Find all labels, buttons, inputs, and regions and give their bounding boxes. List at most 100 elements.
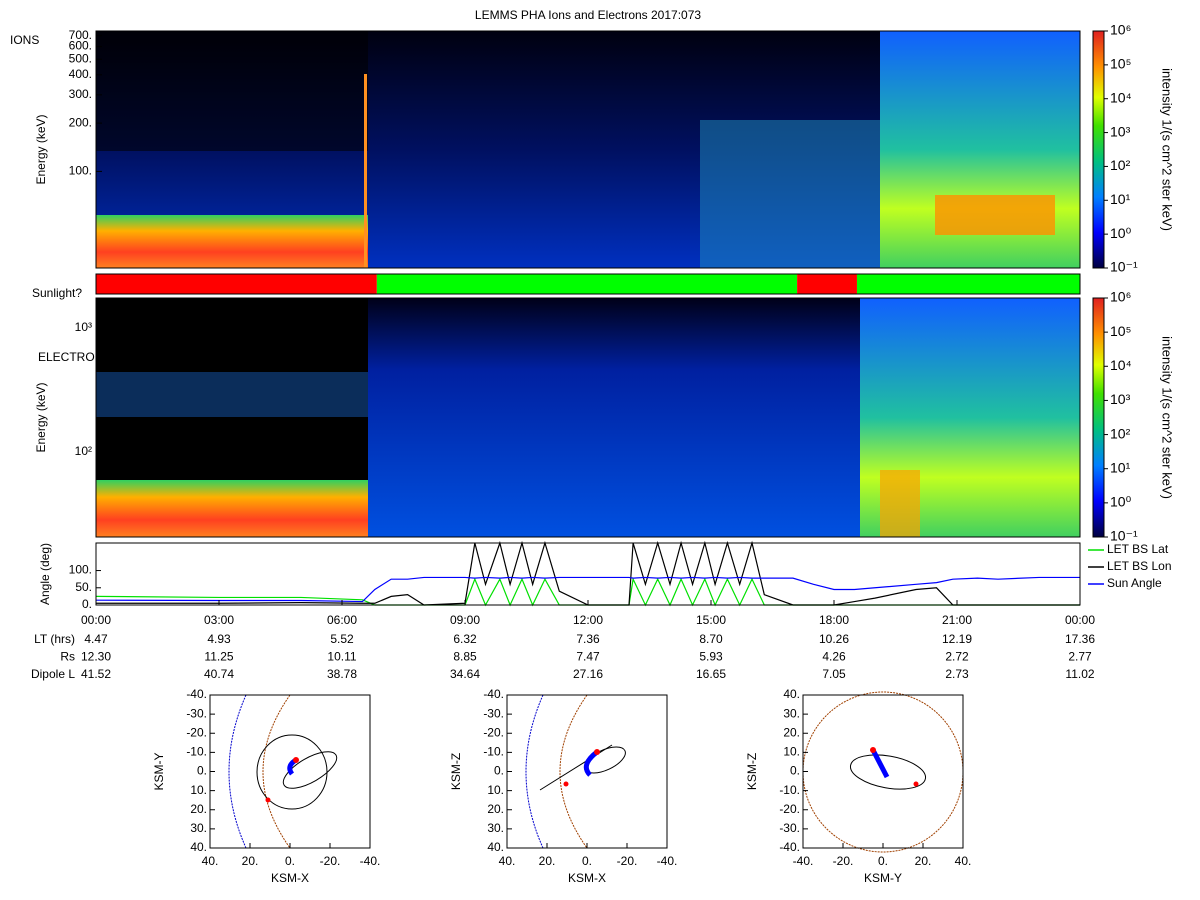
ephemeris-value: 4.26	[822, 650, 846, 664]
ephemeris-value: 7.47	[576, 650, 600, 664]
x-tick-label: -40.	[793, 854, 814, 868]
colorbar-tick-label: 10¹	[1110, 459, 1131, 475]
ephemeris-value: 4.93	[207, 632, 231, 646]
y-tick-label: 20.	[783, 725, 800, 739]
ephemeris-value: 8.85	[453, 650, 477, 664]
y-tick-label: 20.	[190, 802, 207, 816]
legend-label: LET BS Lat	[1107, 542, 1169, 556]
y-tick-label: 600.	[69, 39, 92, 53]
colorbar	[1092, 30, 1105, 269]
y-tick-label: -20.	[483, 725, 504, 739]
y-tick-label: 40.	[487, 840, 504, 854]
colorbar-tick-label: 10⁶	[1110, 289, 1131, 305]
sunlight-segment	[797, 274, 857, 294]
y-axis-label: KSM-Z	[745, 753, 759, 790]
x-tick-label: -20.	[320, 854, 341, 868]
y-tick-label: 500.	[69, 51, 92, 65]
y-tick-label: -40.	[779, 840, 800, 854]
colorbar-tick-label: 10⁻¹	[1110, 528, 1138, 544]
colorbar-tick-label: 10⁵	[1110, 323, 1131, 339]
x-tick-label: 0.	[878, 854, 888, 868]
y-tick-label: 0.	[197, 764, 207, 778]
ephemeris-value: 11.02	[1065, 667, 1094, 681]
y-tick-label: 20.	[487, 802, 504, 816]
ephemeris-value: 27.16	[573, 667, 603, 681]
colorbar-tick-label: 10³	[1110, 123, 1131, 139]
y-tick-label: 200.	[69, 115, 92, 129]
x-tick-label: 03:00	[204, 613, 234, 627]
ephemeris-value: 7.36	[576, 632, 600, 646]
x-tick-label: 40.	[955, 854, 972, 868]
y-tick-label: -30.	[186, 706, 207, 720]
panel-label: ELECTRONS	[38, 350, 111, 364]
ephemeris-label: LT (hrs)	[34, 632, 75, 646]
y-tick-label: -20.	[779, 802, 800, 816]
y-tick-label: -10.	[483, 745, 504, 759]
y-tick-label: 100.	[69, 164, 92, 178]
ephemeris-value: 34.64	[450, 667, 480, 681]
y-tick-label: 30.	[487, 821, 504, 835]
panel-frame	[95, 273, 1081, 295]
colorbar-tick-label: 10⁴	[1110, 89, 1132, 105]
y-tick-label: 30.	[783, 706, 800, 720]
colorbar-tick-label: 10⁶	[1110, 22, 1131, 38]
x-tick-label: 20.	[242, 854, 259, 868]
sunlight-segment	[856, 274, 1080, 294]
colorbar-tick-label: 10⁴	[1110, 357, 1132, 373]
x-tick-label: -20.	[833, 854, 854, 868]
x-tick-label: 09:00	[450, 613, 480, 627]
ephemeris-value: 2.72	[945, 650, 969, 664]
colorbar-tick-label: 10²	[1110, 157, 1131, 173]
x-tick-label: 15:00	[696, 613, 726, 627]
y-axis-label: KSM-Y	[152, 752, 166, 790]
colorbar-label: intensity 1/(s cm^2 ster keV)	[1160, 68, 1175, 231]
y-tick-label: 50.	[75, 580, 92, 594]
ephemeris-value: 7.05	[822, 667, 846, 681]
y-tick-label: -20.	[186, 725, 207, 739]
timeline-label: Sunlight?	[32, 286, 82, 300]
orbit-shapes	[228, 691, 964, 853]
colorbar-tick-label: 10¹	[1110, 191, 1131, 207]
colorbar-tick-label: 10⁻¹	[1110, 259, 1138, 275]
y-tick-label: -30.	[779, 821, 800, 835]
ephemeris-value: 12.19	[942, 632, 972, 646]
x-tick-label: 20.	[915, 854, 932, 868]
x-tick-label: 18:00	[819, 613, 849, 627]
colorbar-tick-label: 10⁰	[1110, 225, 1132, 241]
y-tick-label: 40.	[783, 687, 800, 701]
ephemeris-value: 41.52	[81, 667, 111, 681]
y-tick-label: -10.	[186, 745, 207, 759]
ephemeris-value: 16.65	[696, 667, 726, 681]
colorbar-tick-label: 10⁵	[1110, 56, 1131, 72]
y-tick-label: 0.	[494, 764, 504, 778]
y-tick-label: 10.	[190, 783, 207, 797]
y-tick-label: 30.	[190, 821, 207, 835]
legend-label: LET BS Lon	[1107, 559, 1172, 573]
ephemeris-value: 5.93	[699, 650, 723, 664]
y-tick-label: 0.	[790, 764, 800, 778]
x-tick-label: -20.	[617, 854, 638, 868]
y-axis-label: KSM-Z	[449, 753, 463, 790]
y-tick-label: 10³	[75, 320, 92, 334]
ephemeris-value: 2.77	[1068, 650, 1092, 664]
x-tick-label: 06:00	[327, 613, 357, 627]
ephemeris-value: 17.36	[1065, 632, 1095, 646]
ephemeris-value: 5.52	[330, 632, 354, 646]
y-tick-label: 400.	[69, 67, 92, 81]
x-tick-label: -40.	[657, 854, 678, 868]
x-tick-label: 40.	[499, 854, 516, 868]
ephemeris-value: 12.30	[81, 650, 111, 664]
x-tick-label: 12:00	[573, 613, 603, 627]
sunlight-segment	[376, 274, 798, 294]
colorbar-tick-label: 10⁰	[1110, 494, 1132, 510]
series-line	[95, 576, 1080, 603]
x-tick-label: 0.	[285, 854, 295, 868]
series-line	[96, 540, 1080, 606]
ephemeris-value: 2.73	[945, 667, 969, 681]
y-tick-label: 100.	[69, 563, 92, 577]
x-axis-label: KSM-Y	[864, 871, 902, 885]
ephemeris-label: Dipole L	[31, 667, 75, 681]
y-tick-label: -10.	[779, 783, 800, 797]
colorbar	[1092, 297, 1105, 538]
